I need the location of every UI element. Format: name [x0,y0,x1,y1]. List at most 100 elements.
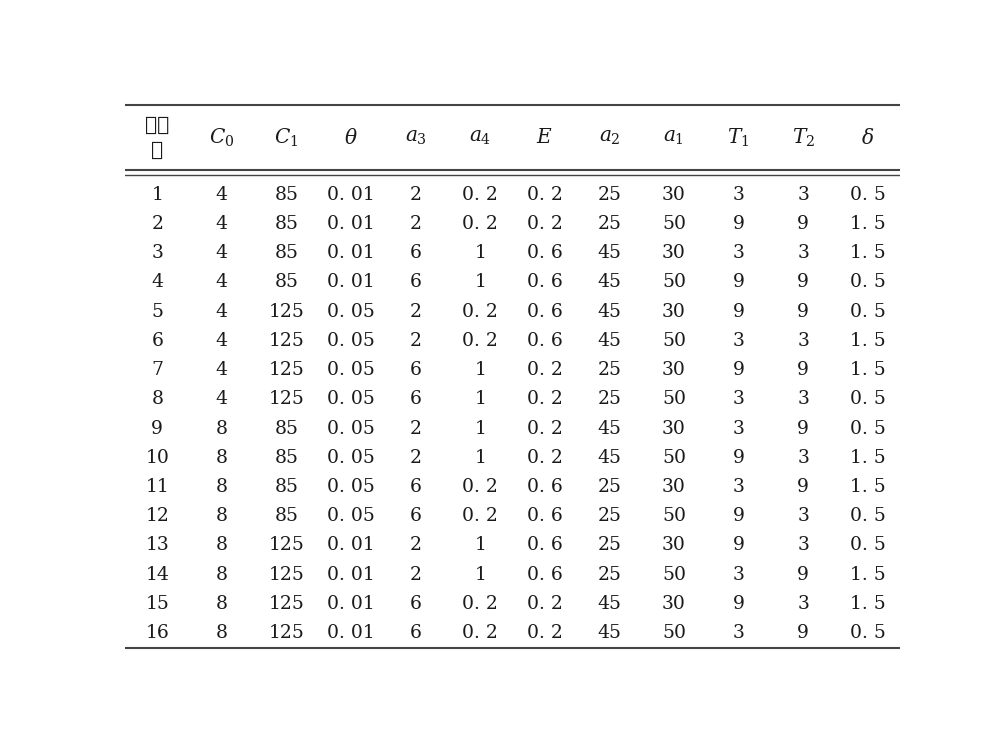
Text: 0. 05: 0. 05 [327,478,375,496]
Text: 25: 25 [597,361,621,379]
Text: 9: 9 [797,361,809,379]
Text: 0. 5: 0. 5 [850,507,886,525]
Text: 试验
号: 试验 号 [145,115,169,159]
Text: 3: 3 [733,186,744,204]
Text: 50: 50 [662,448,686,467]
Text: 25: 25 [597,566,621,584]
Text: 1. 5: 1. 5 [850,566,886,584]
Text: 0. 2: 0. 2 [462,302,498,321]
Text: 0. 6: 0. 6 [527,332,563,350]
Text: 0. 01: 0. 01 [327,566,375,584]
Text: 0. 05: 0. 05 [327,302,375,321]
Text: 4: 4 [216,274,228,291]
Text: 45: 45 [597,624,621,642]
Text: 3: 3 [797,537,809,554]
Text: 0. 2: 0. 2 [527,215,563,233]
Text: 3: 3 [733,478,744,496]
Text: 125: 125 [269,390,304,408]
Text: 125: 125 [269,566,304,584]
Text: 8: 8 [151,390,163,408]
Text: 85: 85 [274,507,298,525]
Text: 7: 7 [151,361,163,379]
Text: 0. 2: 0. 2 [462,332,498,350]
Text: 125: 125 [269,595,304,613]
Text: 0. 5: 0. 5 [850,302,886,321]
Text: 0. 05: 0. 05 [327,390,375,408]
Text: 0. 2: 0. 2 [462,478,498,496]
Text: 8: 8 [216,624,228,642]
Text: 8: 8 [216,507,228,525]
Text: 50: 50 [662,390,686,408]
Text: 1: 1 [474,537,486,554]
Text: 1. 5: 1. 5 [850,478,886,496]
Text: 25: 25 [597,390,621,408]
Text: 9: 9 [733,537,744,554]
Text: 50: 50 [662,215,686,233]
Text: 9: 9 [797,302,809,321]
Text: 0. 2: 0. 2 [462,595,498,613]
Text: 9: 9 [797,215,809,233]
Text: 0. 5: 0. 5 [850,186,886,204]
Text: 50: 50 [662,624,686,642]
Text: 4: 4 [216,186,228,204]
Text: 45: 45 [597,448,621,467]
Text: 45: 45 [597,420,621,437]
Text: 3: 3 [733,420,744,437]
Text: 9: 9 [733,215,744,233]
Text: 1: 1 [474,420,486,437]
Text: 85: 85 [274,448,298,467]
Text: $a_3$: $a_3$ [405,128,427,147]
Text: 9: 9 [797,478,809,496]
Text: 1: 1 [474,274,486,291]
Text: 0. 2: 0. 2 [462,624,498,642]
Text: 10: 10 [145,448,169,467]
Text: 0. 5: 0. 5 [850,390,886,408]
Text: $a_4$: $a_4$ [469,128,491,147]
Text: 4: 4 [216,215,228,233]
Text: 30: 30 [662,595,686,613]
Text: $C_1$: $C_1$ [274,126,299,149]
Text: 0. 6: 0. 6 [527,244,563,262]
Text: 0. 01: 0. 01 [327,274,375,291]
Text: 3: 3 [733,244,744,262]
Text: 2: 2 [410,302,422,321]
Text: $T_1$: $T_1$ [727,126,750,149]
Text: 30: 30 [662,244,686,262]
Text: 4: 4 [216,302,228,321]
Text: 1. 5: 1. 5 [850,244,886,262]
Text: 0. 5: 0. 5 [850,274,886,291]
Text: 0. 01: 0. 01 [327,215,375,233]
Text: 0. 2: 0. 2 [527,390,563,408]
Text: 9: 9 [797,274,809,291]
Text: 125: 125 [269,624,304,642]
Text: 85: 85 [274,186,298,204]
Text: 0. 6: 0. 6 [527,566,563,584]
Text: 0. 5: 0. 5 [850,624,886,642]
Text: 0. 5: 0. 5 [850,420,886,437]
Text: 2: 2 [410,215,422,233]
Text: 30: 30 [662,302,686,321]
Text: 45: 45 [597,302,621,321]
Text: 0. 2: 0. 2 [462,186,498,204]
Text: 9: 9 [151,420,163,437]
Text: $a_2$: $a_2$ [599,128,620,147]
Text: 4: 4 [151,274,163,291]
Text: 50: 50 [662,332,686,350]
Text: 0. 01: 0. 01 [327,595,375,613]
Text: 0. 05: 0. 05 [327,332,375,350]
Text: 3: 3 [797,595,809,613]
Text: 30: 30 [662,420,686,437]
Text: 30: 30 [662,537,686,554]
Text: 9: 9 [797,566,809,584]
Text: 3: 3 [733,566,744,584]
Text: 0. 5: 0. 5 [850,537,886,554]
Text: 3: 3 [733,390,744,408]
Text: 0. 2: 0. 2 [462,215,498,233]
Text: 8: 8 [216,537,228,554]
Text: 125: 125 [269,302,304,321]
Text: $\delta$: $\delta$ [861,128,874,148]
Text: 8: 8 [216,448,228,467]
Text: 9: 9 [733,507,744,525]
Text: 30: 30 [662,361,686,379]
Text: 85: 85 [274,478,298,496]
